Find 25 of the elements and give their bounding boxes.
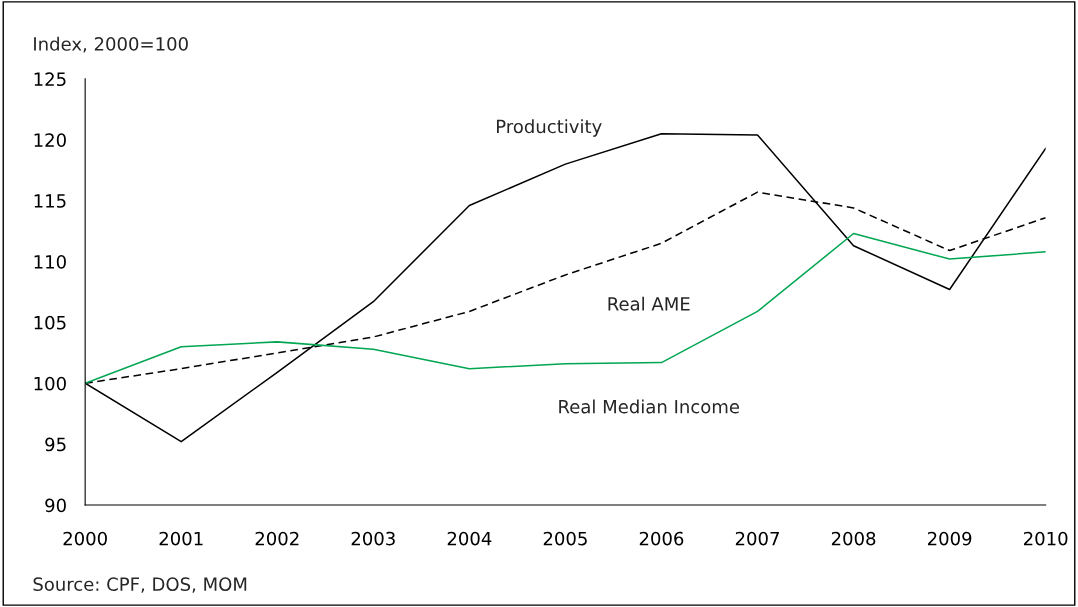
- y-tick-label: 110: [34, 254, 66, 269]
- x-tick-label: 2003: [351, 531, 395, 546]
- x-tick-label: 2005: [543, 531, 587, 546]
- x-tick-label: 2010: [1024, 531, 1068, 546]
- series-label: Real Median Income: [559, 399, 740, 414]
- source-note: Source: CPF, DOS, MOM: [33, 577, 247, 593]
- x-tick-label: 2000: [63, 531, 107, 546]
- x-tick-label: 2001: [159, 531, 203, 546]
- x-tick-label: 2007: [735, 531, 779, 546]
- y-tick-label: 100: [34, 376, 66, 391]
- series-label: Real AME: [608, 296, 690, 311]
- y-tick-label: 90: [45, 498, 66, 513]
- x-tick-label: 2002: [255, 531, 299, 546]
- x-tick-label: 2008: [831, 531, 876, 546]
- line-series: [85, 232, 1046, 385]
- x-tick-label: 2006: [639, 531, 684, 546]
- x-tick-label: 2004: [447, 531, 492, 546]
- y-tick-label: 95: [45, 437, 66, 452]
- y-tick-label: 105: [34, 315, 66, 330]
- y-axis-title: Index, 2000=100: [34, 36, 188, 53]
- y-tick-label: 125: [34, 72, 66, 87]
- x-tick-label: 2009: [927, 531, 972, 546]
- y-tick-label: 115: [34, 194, 66, 208]
- series-label: Productivity: [497, 119, 602, 137]
- y-tick-label: 120: [34, 133, 66, 147]
